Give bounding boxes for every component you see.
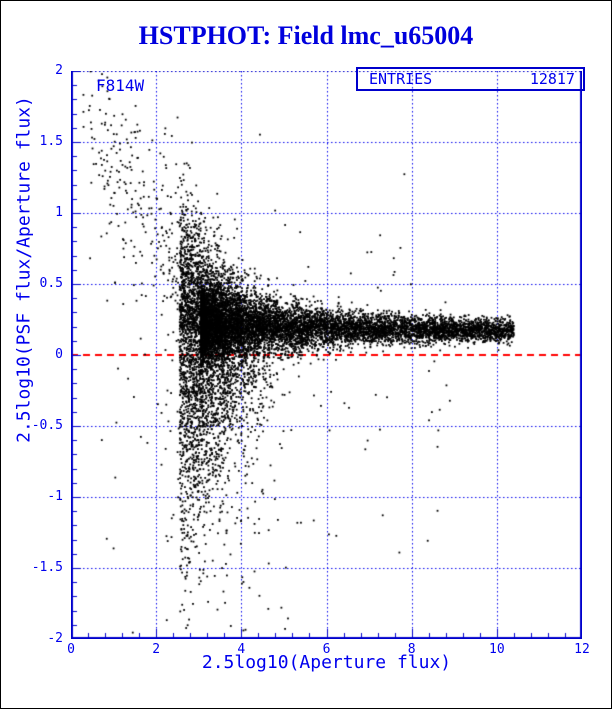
entries-label: ENTRIES (369, 70, 433, 88)
y-tick-label: 1.5 (39, 134, 63, 149)
x-tick-label: 6 (322, 642, 331, 657)
x-tick-label: 12 (574, 642, 590, 657)
y-tick-label: 0 (55, 347, 63, 362)
y-tick-label: 2 (55, 63, 63, 78)
y-tick-label: 1 (55, 205, 63, 220)
x-tick-label: 10 (489, 642, 505, 657)
x-tick-label: 4 (237, 642, 246, 657)
filter-annotation: F814W (96, 76, 145, 95)
y-tick-label: -0.5 (31, 418, 63, 433)
entries-count: 12817 (529, 70, 575, 88)
y-tick-label: -1 (47, 489, 63, 504)
x-axis-title: 2.5log10(Aperture flux) (201, 652, 452, 673)
page-title: HSTPHOT: Field lmc_u65004 (138, 21, 474, 50)
y-tick-label: -1.5 (31, 560, 63, 575)
x-tick-label: 2 (152, 642, 161, 657)
y-tick-label: 0.5 (39, 276, 63, 291)
x-tick-label: 0 (67, 642, 75, 657)
scatter-plot-canvas (71, 71, 582, 639)
y-tick-label: -2 (47, 631, 63, 646)
x-tick-label: 8 (407, 642, 416, 657)
entries-legend-box: ENTRIES 12817 (356, 67, 585, 91)
